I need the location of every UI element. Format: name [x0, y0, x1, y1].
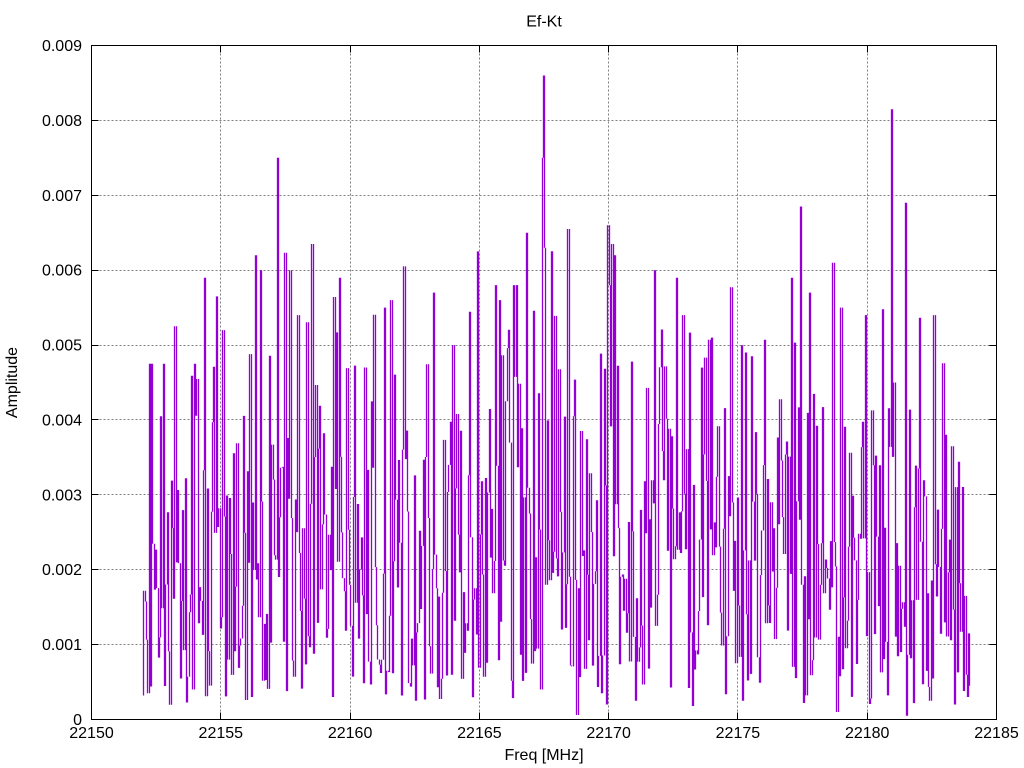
svg-text:0.008: 0.008 [42, 113, 82, 130]
svg-text:22185: 22185 [974, 725, 1019, 742]
svg-text:22165: 22165 [457, 725, 502, 742]
svg-text:0.007: 0.007 [42, 188, 82, 205]
svg-text:0.005: 0.005 [42, 338, 82, 355]
svg-text:Amplitude: Amplitude [4, 347, 21, 418]
svg-text:0.003: 0.003 [42, 487, 82, 504]
svg-text:0.001: 0.001 [42, 637, 82, 654]
svg-text:22170: 22170 [586, 725, 631, 742]
svg-text:Freq [MHz]: Freq [MHz] [504, 747, 583, 764]
svg-text:Ef-Kt: Ef-Kt [526, 14, 562, 31]
svg-text:22180: 22180 [845, 725, 890, 742]
svg-text:22155: 22155 [199, 725, 244, 742]
svg-text:22160: 22160 [328, 725, 373, 742]
svg-text:22150: 22150 [69, 725, 114, 742]
svg-text:0.009: 0.009 [42, 38, 82, 55]
svg-text:0.006: 0.006 [42, 263, 82, 280]
svg-text:0: 0 [73, 712, 82, 729]
svg-text:0.002: 0.002 [42, 562, 82, 579]
svg-text:0.004: 0.004 [42, 412, 82, 429]
svg-text:22175: 22175 [716, 725, 761, 742]
